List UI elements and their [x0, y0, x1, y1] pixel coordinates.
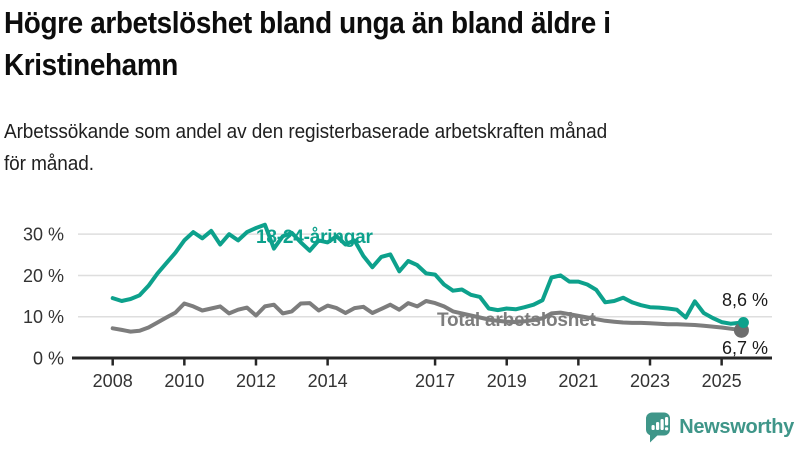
x-tick-label-2021: 2021 [558, 371, 598, 391]
x-tick-label-2008: 2008 [93, 371, 133, 391]
end-value-label-youth: 8,6 % [722, 290, 769, 310]
y-tick-label-10: 10 % [23, 307, 64, 327]
title-line-2: Kristinehamn [4, 47, 178, 82]
newsworthy-icon [646, 412, 671, 443]
newsworthy-logo: Newsworthy [644, 411, 794, 443]
x-tick-label-2012: 2012 [236, 371, 276, 391]
title-line-1: Högre arbetslöshet bland unga än bland ä… [4, 5, 611, 40]
page-title: Högre arbetslöshet bland unga än bland ä… [4, 2, 611, 86]
x-tick-label-2010: 2010 [164, 371, 204, 391]
line-chart: 0 % 10 % 20 % 30 % 2008 2010 2012 2014 2017 2019 2… [0, 200, 800, 412]
x-tick-label-2025: 2025 [702, 371, 742, 391]
line-chart-canvas: 0 % 10 % 20 % 30 % 2008 2010 2012 2014 2017 2019 2… [23, 222, 772, 391]
y-tick-label-20: 20 % [23, 266, 64, 286]
y-tick-label-30: 30 % [23, 225, 64, 245]
y-tick-label-0: 0 % [33, 349, 64, 369]
subtitle-line-1: Arbetssökande som andel av den registerb… [4, 121, 608, 143]
series-line-youth [110, 222, 745, 326]
end-value-label-total: 6,7 % [722, 338, 769, 358]
newsworthy-wordmark: Newsworthy [679, 415, 794, 438]
x-tick-label-2014: 2014 [308, 371, 348, 391]
x-tick-label-2017: 2017 [415, 371, 455, 391]
subtitle-line-2: för månad. [4, 153, 94, 175]
series-label-youth: 18-24-åringar [256, 227, 373, 248]
x-tick-label-2023: 2023 [630, 371, 670, 391]
end-dot-youth [737, 316, 749, 328]
series-line-total [110, 299, 745, 334]
series-label-total: Total arbetslöshet [437, 310, 596, 331]
x-tick-label-2019: 2019 [487, 371, 527, 391]
chart-subtitle: Arbetssökande som andel av den registerb… [4, 116, 607, 180]
